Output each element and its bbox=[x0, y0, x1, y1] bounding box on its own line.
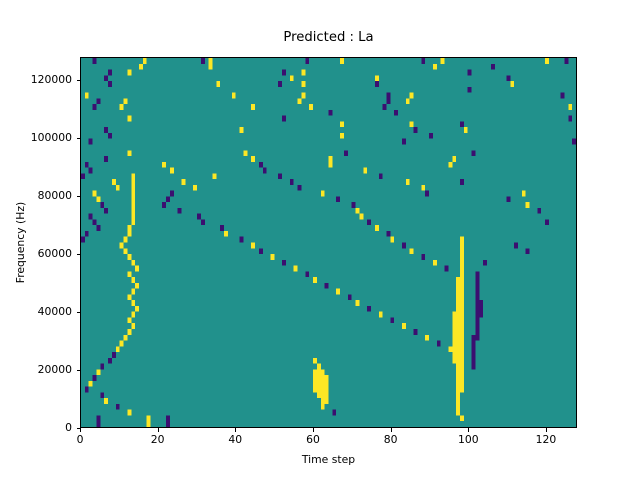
x-tick-mark bbox=[390, 428, 392, 432]
y-tick-mark bbox=[76, 138, 80, 140]
y-tick-label: 0 bbox=[65, 421, 72, 434]
y-tick-mark bbox=[76, 312, 80, 314]
x-tick-mark bbox=[80, 428, 81, 432]
chart-title: Predicted : La bbox=[283, 30, 374, 45]
y-tick-label: 20000 bbox=[37, 363, 72, 377]
x-tick-mark bbox=[468, 428, 470, 432]
x-tick-mark bbox=[157, 428, 159, 432]
y-tick-label: 120000 bbox=[30, 73, 72, 87]
y-tick-label: 60000 bbox=[37, 247, 72, 261]
y-tick-label: 100000 bbox=[30, 131, 72, 145]
y-tick-mark bbox=[76, 370, 80, 372]
x-tick-label: 20 bbox=[150, 433, 165, 446]
heatmap-image bbox=[81, 58, 576, 427]
y-tick-mark bbox=[76, 254, 80, 256]
x-tick-label: 40 bbox=[228, 433, 243, 446]
y-tick-mark bbox=[76, 196, 80, 198]
y-tick-label: 40000 bbox=[37, 305, 72, 319]
y-tick-mark bbox=[76, 428, 80, 429]
x-tick-label: 120 bbox=[535, 433, 557, 446]
x-tick-label: 60 bbox=[306, 433, 320, 446]
y-tick-mark bbox=[76, 80, 80, 82]
y-axis-label: Frequency (Hz) bbox=[14, 201, 27, 284]
x-tick-mark bbox=[545, 428, 547, 432]
x-tick-label: 100 bbox=[457, 433, 479, 446]
y-tick-label: 80000 bbox=[37, 189, 72, 203]
x-tick-mark bbox=[235, 428, 237, 432]
x-tick-label: 80 bbox=[383, 433, 398, 446]
x-tick-mark bbox=[312, 428, 314, 432]
x-tick-label: 0 bbox=[76, 433, 84, 446]
heatmap-plot-area[interactable] bbox=[80, 57, 577, 428]
x-axis-label: Time step bbox=[301, 453, 356, 466]
